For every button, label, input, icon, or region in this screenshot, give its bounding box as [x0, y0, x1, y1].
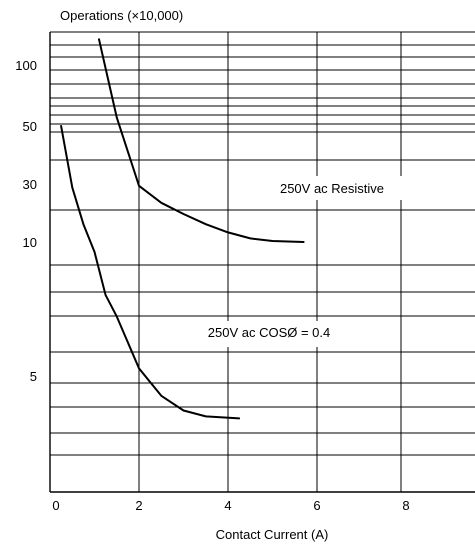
series-label-background: [192, 321, 360, 347]
grid: [50, 31, 475, 492]
axes: [49, 32, 475, 493]
x-tick-label: 6: [313, 498, 320, 513]
y-tick-label: 30: [23, 177, 37, 192]
x-tick-label: 2: [135, 498, 142, 513]
series-label-background: [263, 176, 403, 200]
x-axis-title: Contact Current (A): [216, 527, 329, 542]
series-label: 250V ac Resistive: [280, 181, 384, 196]
y-axis-title: Operations (×10,000): [60, 8, 183, 23]
x-tick-label: 8: [402, 498, 409, 513]
labels: 02468101005030105: [15, 58, 409, 513]
series-line: [98, 38, 305, 243]
series: 250V ac Resistive 250V ac COSØ = 0.4: [60, 38, 403, 420]
y-tick-label: 10: [23, 235, 37, 250]
y-tick-label: 50: [23, 119, 37, 134]
x-tick-label: 4: [224, 498, 231, 513]
y-tick-label: 100: [15, 58, 37, 73]
series-label: 250V ac COSØ = 0.4: [208, 325, 330, 340]
series-line: [60, 125, 241, 420]
x-tick-label: 0: [52, 498, 59, 513]
y-tick-label: 5: [30, 369, 37, 384]
